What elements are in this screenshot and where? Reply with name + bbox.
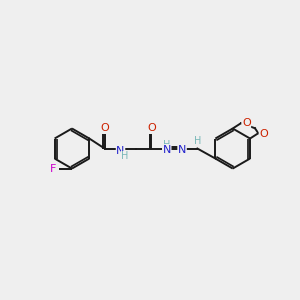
Text: N: N [163,145,171,155]
Text: F: F [50,164,57,173]
Text: H: H [163,140,170,150]
Text: O: O [259,129,268,139]
Text: N: N [178,145,186,155]
Text: N: N [116,146,125,157]
Text: O: O [148,123,156,133]
Text: O: O [101,123,110,133]
Text: H: H [121,152,128,161]
Text: O: O [242,118,250,128]
Text: H: H [194,136,202,146]
